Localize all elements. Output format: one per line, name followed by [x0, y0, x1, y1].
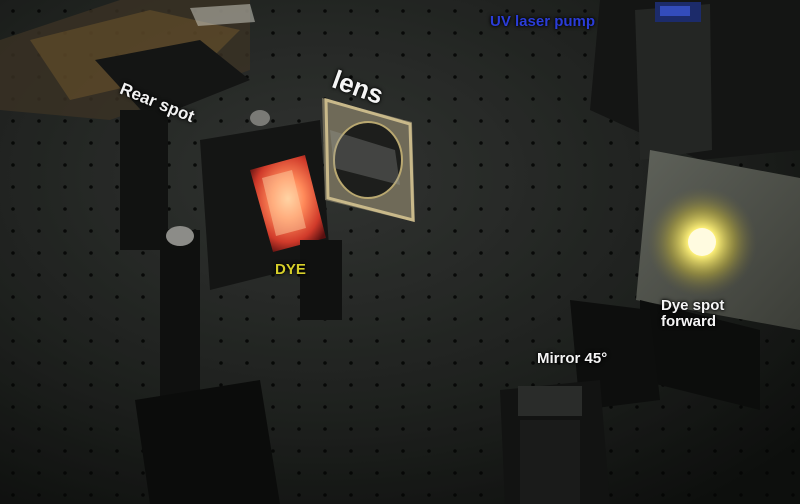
dye-spot-label-line2: forward — [661, 312, 717, 330]
mirror-45-label: Mirror 45° — [537, 350, 608, 367]
dye-label: DYE — [275, 261, 306, 278]
dye-spot-forward-label: Dye spot forward — [661, 298, 724, 330]
uv-laser-pump-label: UV laser pump — [490, 13, 596, 30]
dye-spot-label-line1: Dye spot — [661, 297, 725, 314]
